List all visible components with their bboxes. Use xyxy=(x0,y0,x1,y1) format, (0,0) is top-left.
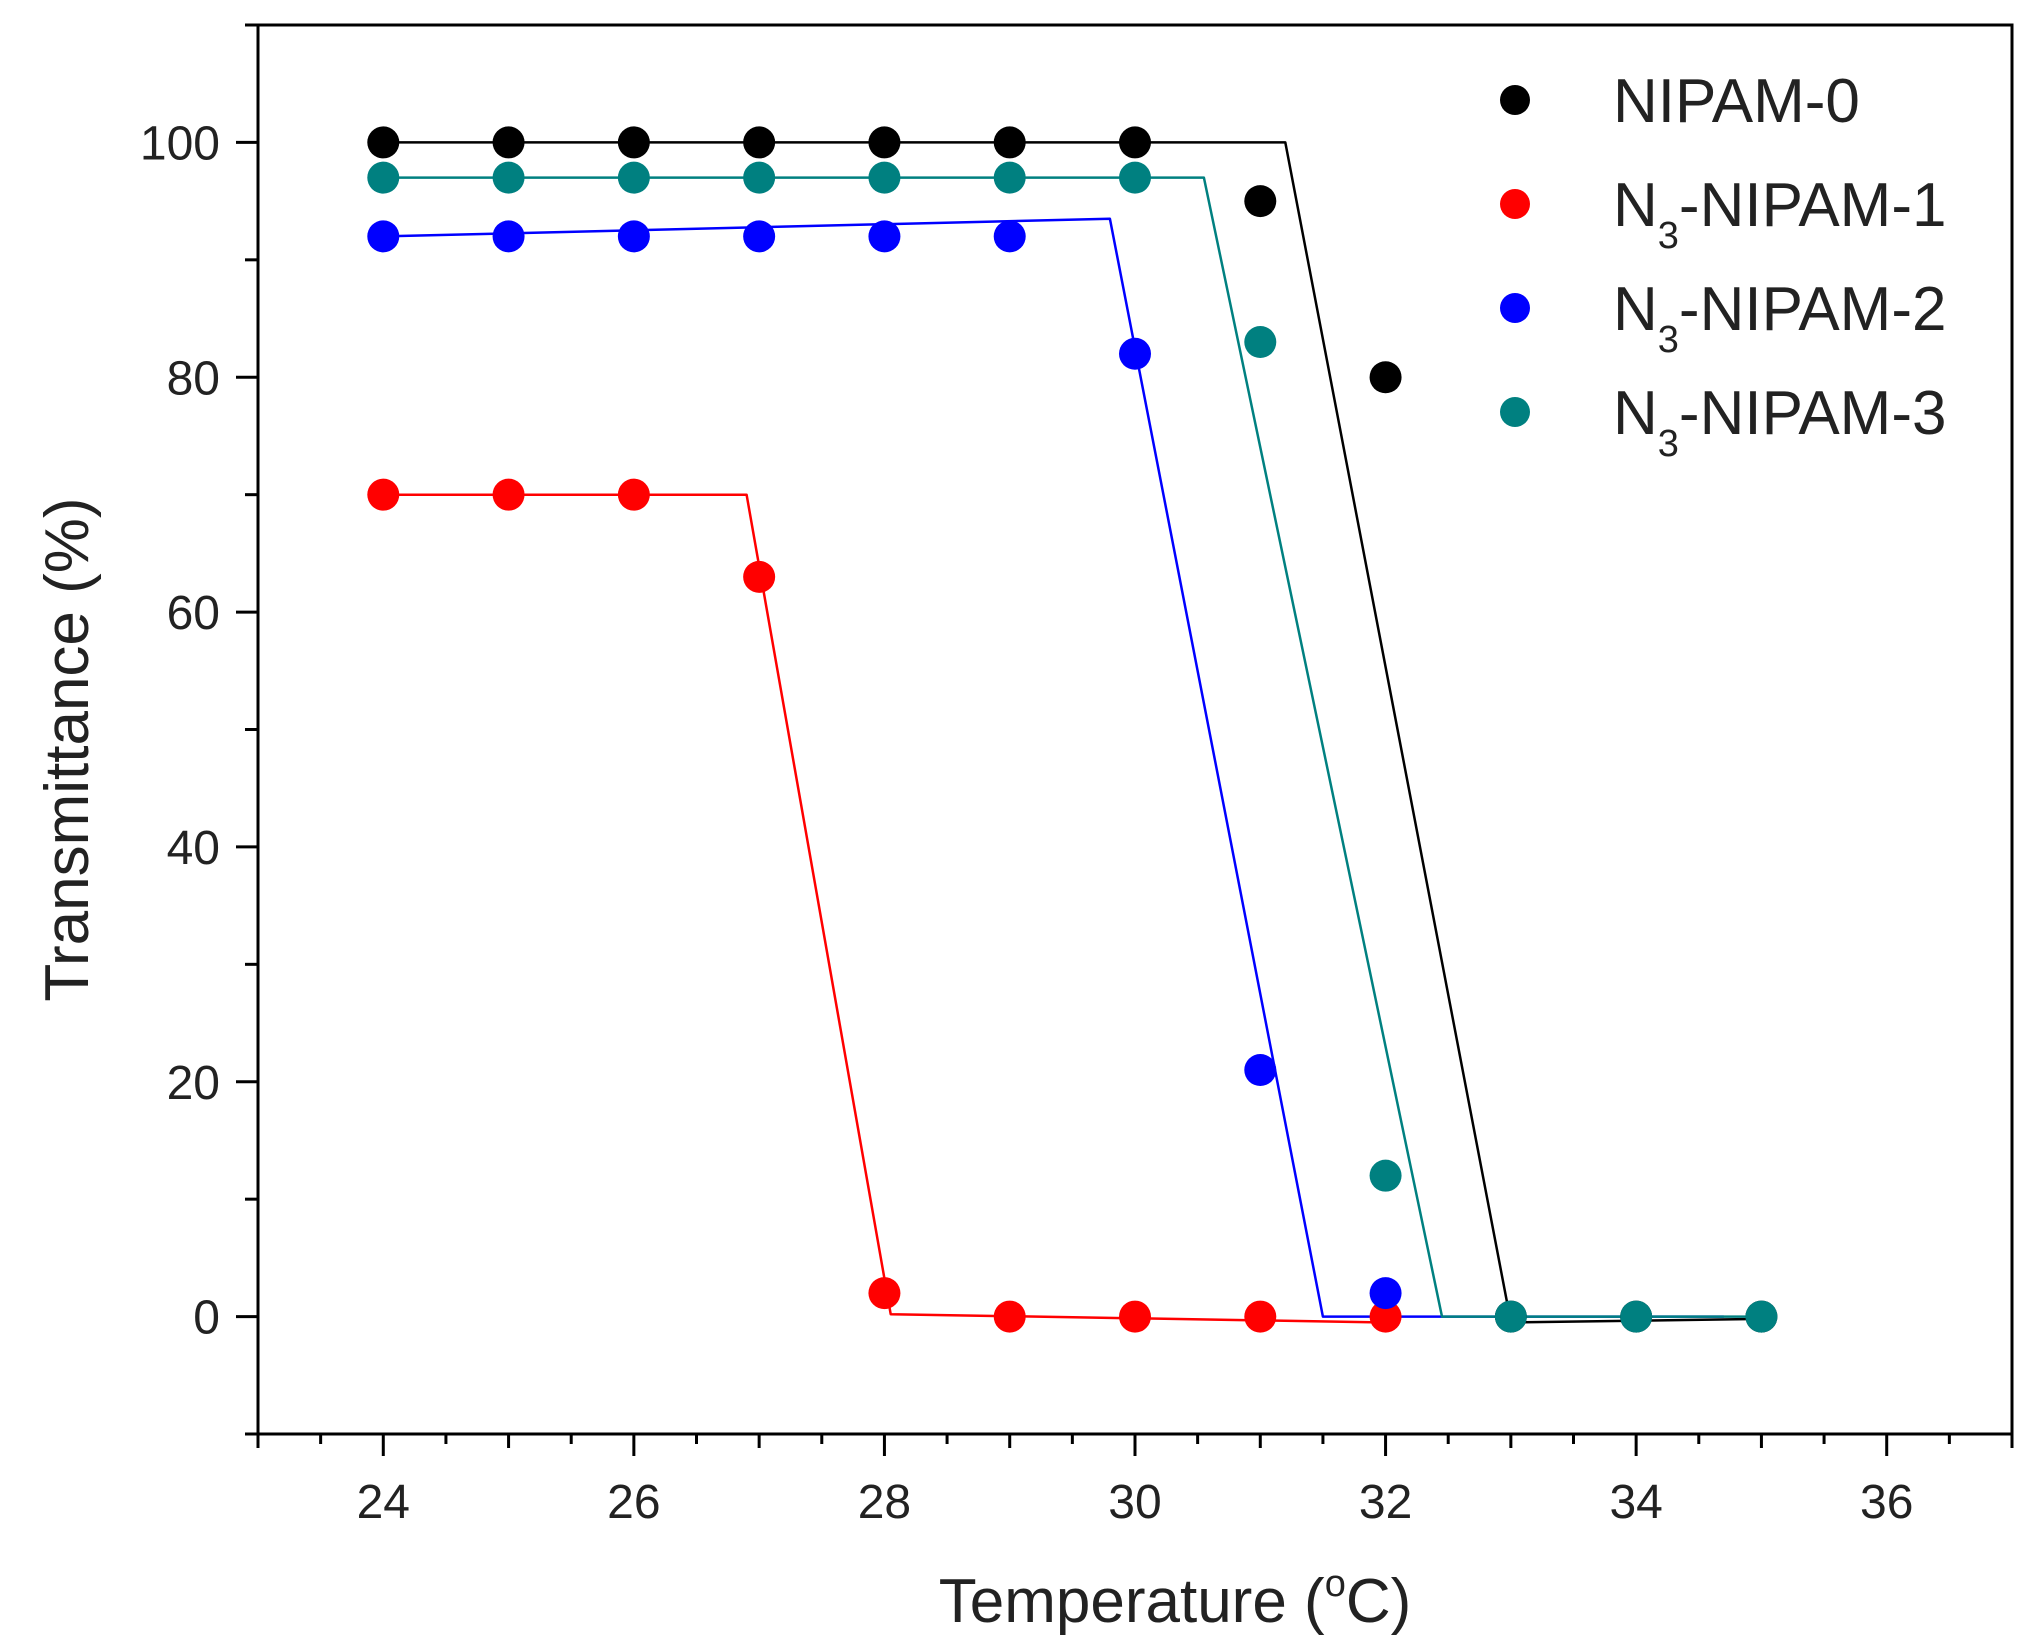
legend: NIPAM-0N3-NIPAM-1N3-NIPAM-2N3-NIPAM-3 xyxy=(1500,67,1946,465)
data-point xyxy=(1620,1300,1653,1333)
x-tick-label: 24 xyxy=(357,1476,410,1529)
data-point xyxy=(1119,1300,1151,1333)
legend-marker xyxy=(1500,397,1530,427)
x-tick-label: 36 xyxy=(1860,1476,1913,1529)
legend-label-sub: 3 xyxy=(1658,319,1679,361)
legend-label: N3-NIPAM-2 xyxy=(1613,275,1946,361)
legend-marker xyxy=(1500,293,1530,323)
x-tick-label: 28 xyxy=(858,1476,911,1529)
x-tick-label: 34 xyxy=(1609,1476,1662,1529)
data-point xyxy=(993,161,1026,194)
x-tick-label: 30 xyxy=(1108,1476,1161,1529)
data-point xyxy=(492,478,525,511)
data-point xyxy=(1369,1277,1402,1310)
y-tick-label: 20 xyxy=(167,1057,220,1110)
legend-marker xyxy=(1500,85,1530,115)
data-point xyxy=(993,126,1026,159)
y-tick-label: 60 xyxy=(167,587,220,640)
y-tick-label: 0 xyxy=(193,1292,220,1345)
data-point xyxy=(868,161,901,194)
y-tick-label: 40 xyxy=(167,822,220,875)
data-point xyxy=(1244,326,1277,359)
data-point xyxy=(367,161,400,194)
data-point xyxy=(617,478,650,511)
x-tick-label: 32 xyxy=(1359,1476,1412,1529)
fit-line-0 xyxy=(383,141,1762,1324)
y-axis: 0 20 40 60 80 100 xyxy=(140,23,258,1436)
y-tick-label: 100 xyxy=(140,117,220,170)
legend-label-rest: -NIPAM-3 xyxy=(1679,379,1947,448)
data-point xyxy=(1369,1300,1402,1333)
data-point xyxy=(868,126,901,159)
data-point xyxy=(617,126,650,159)
data-point xyxy=(617,161,650,194)
data-point xyxy=(1119,161,1151,194)
legend-label-main: N xyxy=(1613,275,1658,344)
data-point xyxy=(993,220,1026,253)
legend-label-rest: -NIPAM-2 xyxy=(1679,275,1947,344)
x-axis-title: Temperature (oC) xyxy=(939,1563,1412,1636)
data-point xyxy=(1745,1300,1778,1333)
data-point xyxy=(1244,185,1277,218)
data-points xyxy=(367,126,1778,1333)
data-point xyxy=(993,1300,1026,1333)
data-point xyxy=(743,560,776,593)
legend-label-sub: 3 xyxy=(1658,215,1679,257)
data-point xyxy=(367,126,400,159)
data-point xyxy=(617,220,650,253)
data-point xyxy=(1244,1300,1277,1333)
y-tick-label: 80 xyxy=(167,352,220,405)
data-point xyxy=(367,478,400,511)
data-point xyxy=(1119,126,1151,159)
data-point xyxy=(492,161,525,194)
data-point xyxy=(367,220,400,253)
data-point xyxy=(492,220,525,253)
data-point xyxy=(868,220,901,253)
data-point xyxy=(1494,1300,1527,1333)
legend-label-rest: -NIPAM-1 xyxy=(1679,171,1947,240)
fit-line-1 xyxy=(383,493,1386,1324)
legend-label-main: NIPAM-0 xyxy=(1613,67,1860,136)
fit-lines xyxy=(383,141,1762,1324)
data-point xyxy=(1244,1054,1277,1087)
data-point xyxy=(1369,1159,1402,1192)
legend-label: N3-NIPAM-1 xyxy=(1613,171,1946,257)
legend-label-main: N xyxy=(1613,171,1658,240)
fit-line-3 xyxy=(383,176,1762,1318)
legend-label-main: N xyxy=(1613,379,1658,448)
data-point xyxy=(743,161,776,194)
x-axis: 24 26 28 30 32 34 36 xyxy=(256,1434,2014,1529)
x-tick-label: 26 xyxy=(607,1476,660,1529)
legend-label-sub: 3 xyxy=(1658,423,1679,465)
data-point xyxy=(1369,361,1402,394)
legend-label: N3-NIPAM-3 xyxy=(1613,379,1946,465)
data-point xyxy=(868,1277,901,1310)
data-point xyxy=(1119,337,1151,370)
data-point xyxy=(743,126,776,159)
legend-marker xyxy=(1500,189,1530,219)
fit-line-2 xyxy=(383,217,1724,1318)
legend-label: NIPAM-0 xyxy=(1613,67,1860,136)
y-axis-title: Transmittance (%) xyxy=(33,497,102,1001)
data-point xyxy=(743,220,776,253)
data-point xyxy=(492,126,525,159)
